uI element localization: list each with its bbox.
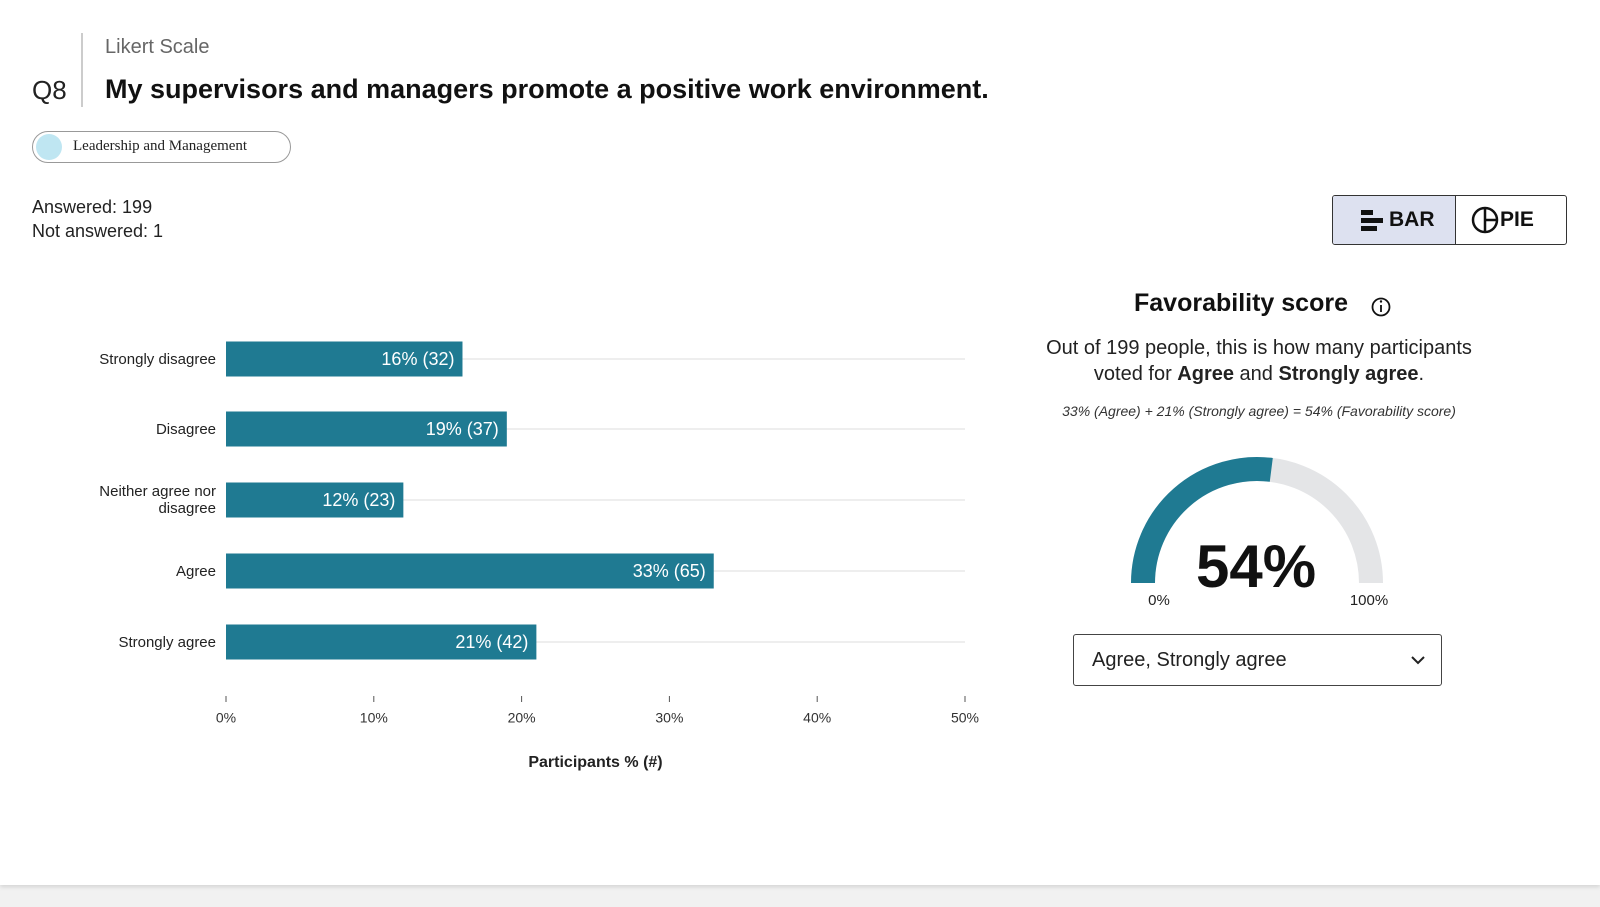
desc-text: . (1418, 363, 1425, 385)
bar-toggle-label: BAR (1389, 208, 1435, 231)
favorability-title: Favorability score (1134, 289, 1348, 317)
tag-label: Leadership and Management (73, 138, 248, 154)
category-tag[interactable]: Leadership and Management (32, 131, 291, 163)
bar-value-label: 12% (23) (322, 490, 395, 510)
pie-icon (1471, 206, 1499, 234)
bar (226, 482, 404, 518)
bar-value-label: 19% (37) (426, 419, 499, 439)
gauge-value-arc (1131, 457, 1273, 584)
dropdown-value: Agree, Strongly agree (1092, 649, 1287, 671)
desc-text: and (1234, 363, 1279, 385)
x-tick-label: 10% (360, 710, 388, 726)
question-type: Likert Scale (105, 36, 210, 58)
x-axis-label: Participants % (#) (528, 754, 662, 771)
bar-value-label: 33% (65) (633, 561, 706, 581)
x-tick-label: 0% (216, 710, 236, 726)
category-label: Disagree (155, 420, 216, 438)
gauge-max-label: 100% (1350, 592, 1388, 609)
gauge-min-label: 0% (1148, 592, 1170, 609)
x-tick-label: 50% (951, 710, 979, 726)
info-icon-dot (1379, 300, 1383, 303)
favorability-formula: 33% (Agree) + 21% (Strongly agree) = 54%… (1062, 403, 1456, 419)
question-title: My supervisors and managers promote a po… (105, 74, 989, 104)
category-label: Strongly agree (118, 633, 216, 651)
pie-toggle[interactable]: PIE (1456, 196, 1566, 244)
x-tick-label: 20% (508, 710, 536, 726)
desc-bold: Strongly agree (1278, 363, 1419, 385)
category-label: Strongly disagree (99, 350, 216, 368)
question-number: Q8 (32, 75, 67, 105)
bar (226, 411, 507, 447)
gauge-value-label: 54% (1196, 533, 1316, 600)
desc-text: Out of 199 people, this is how many part… (1046, 337, 1472, 385)
bar-icon (1361, 210, 1383, 231)
category-label: Neither agree nor disagree (99, 483, 216, 517)
header-divider (81, 33, 83, 107)
desc-bold: Agree (1177, 363, 1234, 385)
bar-value-label: 21% (42) (455, 632, 528, 652)
bar-value-label: 16% (32) (381, 349, 454, 369)
bar (226, 624, 537, 660)
pie-toggle-label: PIE (1500, 208, 1534, 231)
dropdown-chevron (1411, 656, 1425, 665)
x-tick-label: 40% (803, 710, 831, 726)
bar-toggle[interactable]: BAR (1333, 196, 1456, 244)
filter-dropdown[interactable]: Agree, Strongly agree (1073, 634, 1442, 686)
favorability-description: Out of 199 people, this is how many part… (1029, 335, 1489, 387)
answered: Answered: 199 (32, 197, 153, 217)
chart-toggle: BAR PIE (1332, 195, 1567, 245)
question-card: Likert Scale Q8 My supervisors and manag… (0, 0, 1600, 885)
bar (226, 553, 714, 589)
chart: 16% (32) 19% (37) 12% (23) 33% (65) 21% (42)… (216, 297, 1391, 771)
category-label: Agree (175, 562, 216, 580)
tag-dot (36, 134, 62, 160)
info-icon[interactable] (1371, 297, 1391, 317)
x-tick-label: 30% (655, 710, 683, 726)
not-answered: Not answered: 1 (32, 221, 164, 241)
bar (226, 341, 463, 377)
